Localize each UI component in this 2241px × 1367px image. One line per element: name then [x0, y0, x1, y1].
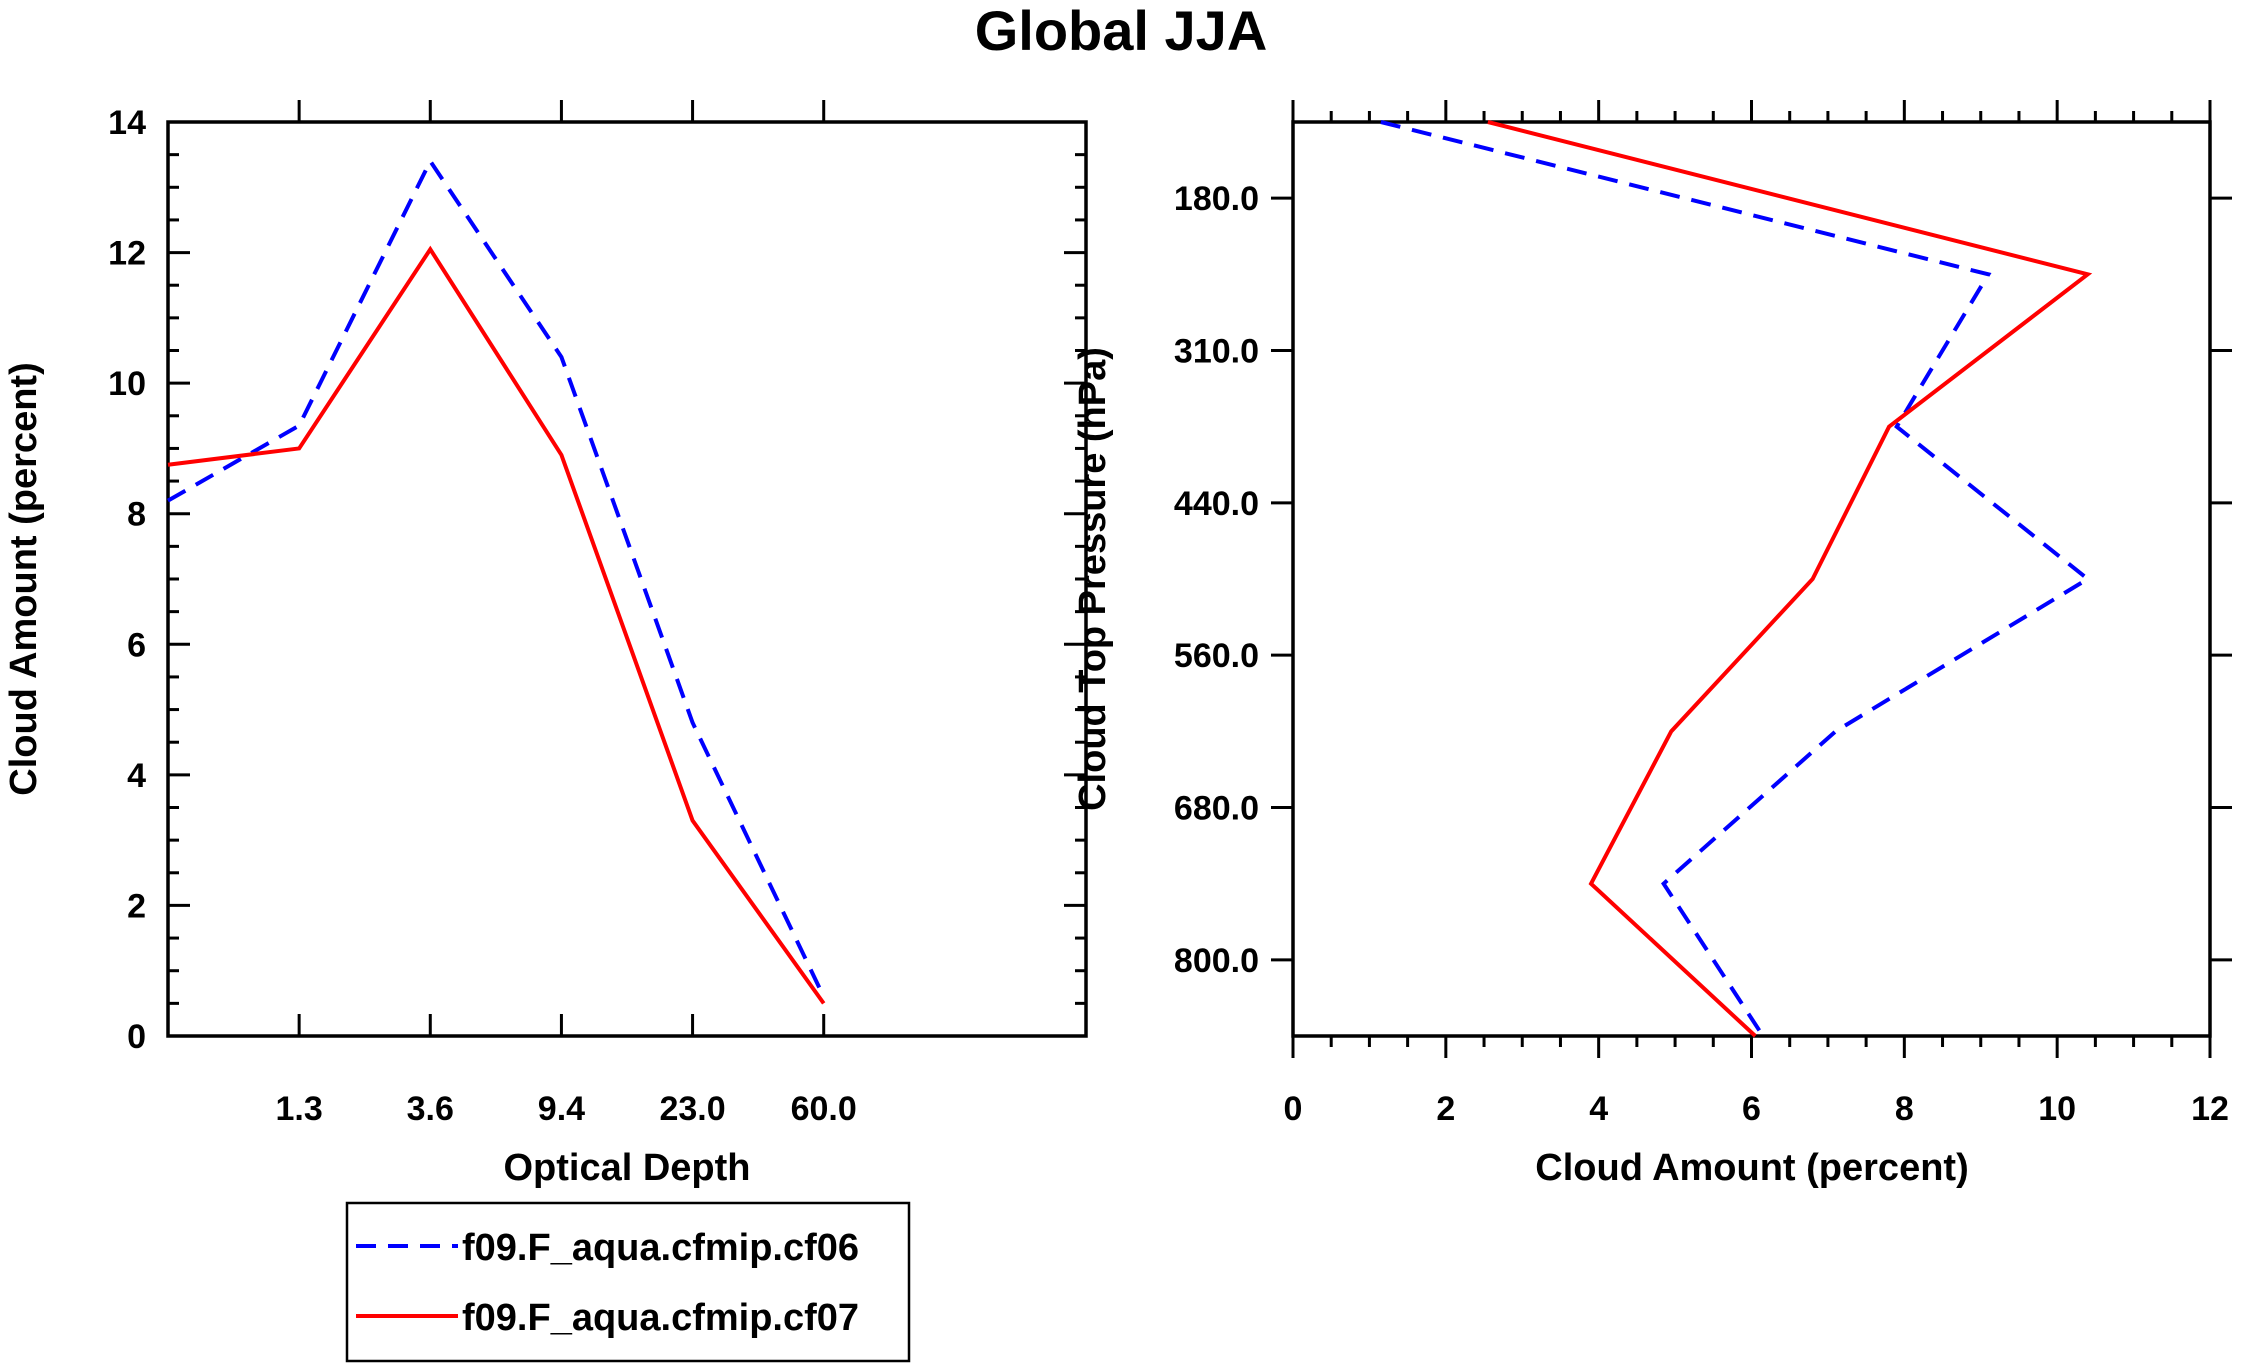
- right-y-tick-label: 800.0: [1174, 942, 1259, 980]
- right-series-line-cf07: [1487, 120, 2093, 1038]
- right-x-tick-label: 6: [1742, 1090, 1761, 1128]
- left-y-tick-label: 10: [108, 365, 146, 403]
- left-y-tick-label: 4: [127, 757, 146, 795]
- right-series-line-cf06: [1380, 120, 2092, 1038]
- right-x-tick-label: 2: [1436, 1090, 1455, 1128]
- left-series: [167, 157, 826, 1005]
- left-x-tick-label: 60.0: [791, 1090, 857, 1128]
- right-x-axis-label: Cloud Amount (percent): [1535, 1147, 1968, 1189]
- right-series: [1380, 120, 2093, 1038]
- right-plot-frame: [1291, 120, 2212, 1038]
- left-y-tick-label: 8: [127, 496, 146, 534]
- left-x-tick-label: 1.3: [276, 1090, 323, 1128]
- left-x-tick-label: 23.0: [659, 1090, 725, 1128]
- right-y-tick-label: 680.0: [1174, 790, 1259, 828]
- legend: f09.F_aqua.cfmip.cf06 f09.F_aqua.cfmip.c…: [345, 1201, 911, 1363]
- right-x-tick-label: 10: [2038, 1090, 2076, 1128]
- right-x-tick-label: 0: [1284, 1090, 1303, 1128]
- right-panel: 0 2 4 6 8 10 12180.0310.0440.0560.0680.0800.0 …: [1072, 100, 2232, 1189]
- legend-label-cf06: f09.F_aqua.cfmip.cf06: [462, 1227, 859, 1269]
- left-panel: 0 2 4 6 8 10 12 14 1.3 3.6 9.4 23.0 60.0 Optical Dep…: [3, 100, 1088, 1189]
- legend-box: [345, 1201, 911, 1363]
- right-y-tick-label: 440.0: [1174, 485, 1259, 523]
- left-y-axis-label: Cloud Amount (percent): [3, 362, 45, 795]
- right-y-tick-label: 560.0: [1174, 637, 1259, 675]
- legend-label-cf07: f09.F_aqua.cfmip.cf07: [462, 1297, 859, 1339]
- left-ticks: 0 2 4 6 8 10 12 14 1.3 3.6 9.4 23.0 60.0: [108, 100, 1086, 1128]
- left-y-tick-label: 0: [127, 1018, 146, 1056]
- right-x-tick-label: 8: [1895, 1090, 1914, 1128]
- left-plot-frame: [166, 120, 1088, 1038]
- left-x-tick-label: 3.6: [407, 1090, 454, 1128]
- left-series-line-cf06: [167, 157, 826, 998]
- right-ticks: 0 2 4 6 8 10 12 180.0 310.0 440.0 560.0 680.0 800.0: [1174, 100, 2232, 1128]
- right-y-tick-label: 310.0: [1174, 333, 1259, 371]
- right-y-tick-label: 180.0: [1174, 180, 1259, 218]
- left-y-tick-label: 6: [127, 626, 146, 664]
- right-x-tick-label: 12: [2191, 1090, 2229, 1128]
- left-series-line-cf07: [167, 245, 826, 1005]
- left-y-tick-label: 14: [108, 104, 146, 142]
- left-y-tick-label: 12: [108, 235, 146, 273]
- right-x-tick-label: 4: [1589, 1090, 1608, 1128]
- right-y-axis-label: Cloud Top Pressure (hPa): [1072, 347, 1114, 811]
- left-y-tick-label: 2: [127, 887, 146, 925]
- left-x-tick-label: 9.4: [538, 1090, 585, 1128]
- left-x-axis-label: Optical Depth: [503, 1147, 750, 1189]
- figure-title: Global JJA: [975, 0, 1268, 62]
